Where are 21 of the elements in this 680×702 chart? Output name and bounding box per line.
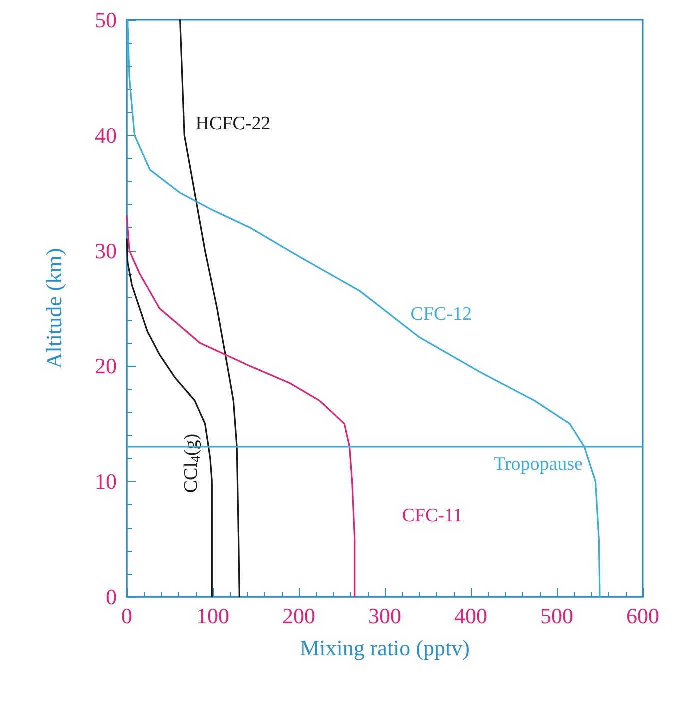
y-tick-label: 20 [95,354,117,379]
y-tick-label: 10 [95,469,117,494]
y-axis-title: Altitude (km) [42,248,66,369]
y-tick-label: 30 [95,238,117,264]
x-tick-label: 500 [540,604,574,628]
y-tick-label: 50 [95,8,117,32]
x-tick-label: 600 [626,604,660,628]
text: CFC-11 [402,506,463,527]
x-tick-label: 200 [282,604,316,628]
x-tick-label: 100 [196,604,230,628]
ref-line-label: Tropopause [494,454,583,475]
line-series [126,215,356,598]
y-tick-label: 40 [95,122,117,148]
x-axis-title: Mixing ratio (pptv) [300,636,470,660]
x-tick-label: 0 [122,604,132,628]
x-tick-label: 400 [454,604,488,628]
series-label: HCFC-22 [196,113,271,134]
line-series [126,238,213,598]
series-label: CFC-12 [410,304,472,325]
x-tick-label: 300 [368,604,402,628]
y-tick-label: 0 [106,584,117,610]
